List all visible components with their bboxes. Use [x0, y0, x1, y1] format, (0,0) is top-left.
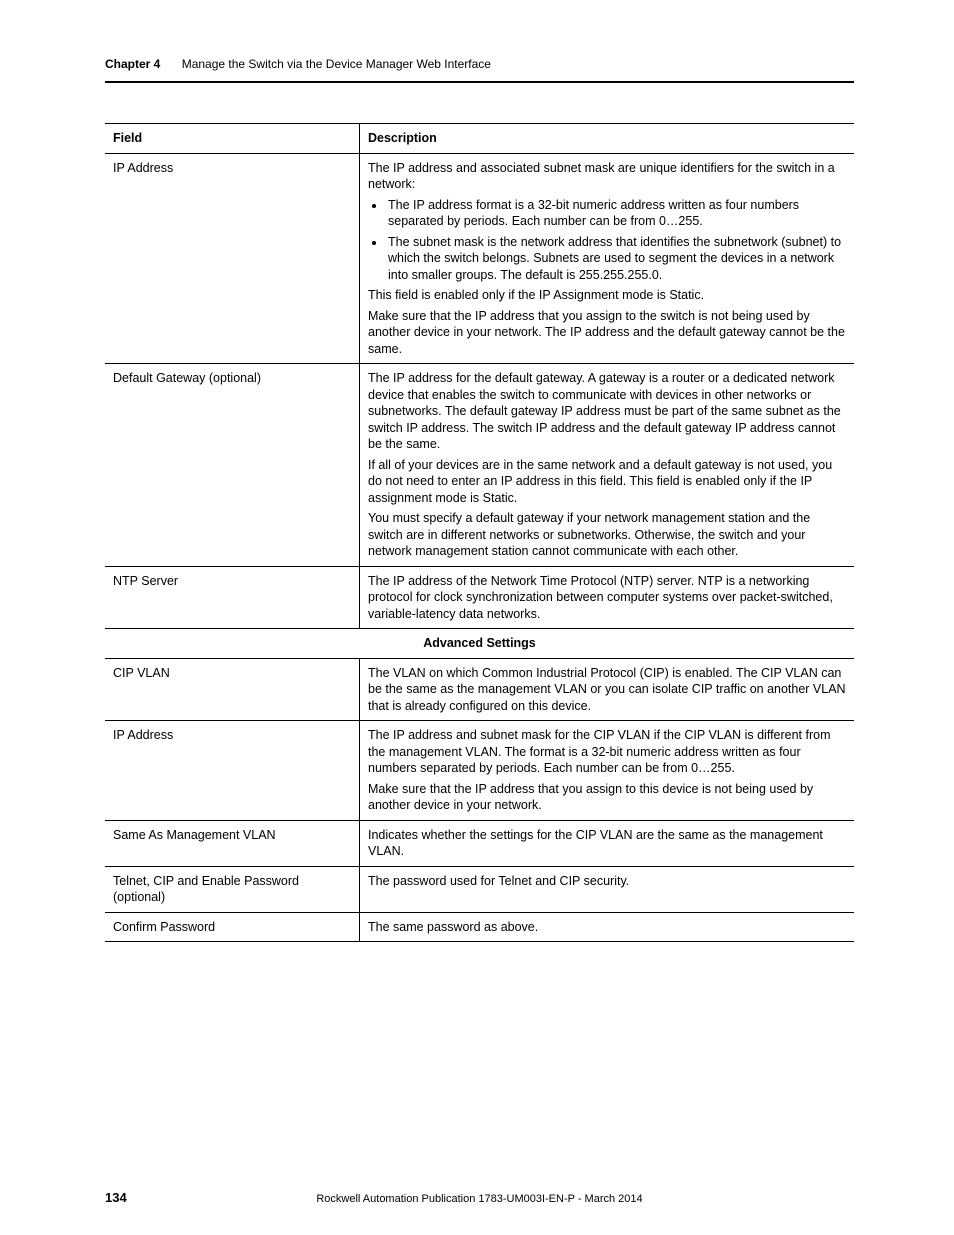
field-cell: IP Address	[105, 721, 360, 821]
chapter-label: Chapter 4	[105, 57, 160, 71]
description-cell: The password used for Telnet and CIP sec…	[360, 866, 855, 912]
desc-text: Make sure that the IP address that you a…	[368, 781, 846, 814]
desc-text: Make sure that the IP address that you a…	[368, 308, 846, 358]
desc-bullet: The IP address format is a 32-bit numeri…	[386, 197, 846, 230]
header-rule	[105, 81, 854, 83]
field-cell: NTP Server	[105, 566, 360, 629]
desc-text: The IP address and subnet mask for the C…	[368, 727, 846, 777]
desc-text: If all of your devices are in the same n…	[368, 457, 846, 507]
desc-text: The IP address and associated subnet mas…	[368, 160, 846, 193]
table-row: IP Address The IP address and associated…	[105, 153, 854, 364]
field-cell: Default Gateway (optional)	[105, 364, 360, 567]
table-row: Confirm Password The same password as ab…	[105, 912, 854, 942]
table-header-row: Field Description	[105, 124, 854, 154]
description-cell: The IP address for the default gateway. …	[360, 364, 855, 567]
desc-text: You must specify a default gateway if yo…	[368, 510, 846, 560]
chapter-title: Manage the Switch via the Device Manager…	[182, 57, 491, 71]
desc-text: The IP address for the default gateway. …	[368, 370, 846, 453]
col-field: Field	[105, 124, 360, 154]
field-cell: Telnet, CIP and Enable Password (optiona…	[105, 866, 360, 912]
publication-line: Rockwell Automation Publication 1783-UM0…	[105, 1193, 854, 1205]
description-cell: The IP address of the Network Time Proto…	[360, 566, 855, 629]
page-container: Chapter 4 Manage the Switch via the Devi…	[0, 0, 954, 1235]
table-row: IP Address The IP address and subnet mas…	[105, 721, 854, 821]
table-row: Telnet, CIP and Enable Password (optiona…	[105, 866, 854, 912]
description-cell: Indicates whether the settings for the C…	[360, 820, 855, 866]
desc-text: The password used for Telnet and CIP sec…	[368, 873, 846, 890]
table-row: Default Gateway (optional) The IP addres…	[105, 364, 854, 567]
description-cell: The VLAN on which Common Industrial Prot…	[360, 658, 855, 721]
table-row: Same As Management VLAN Indicates whethe…	[105, 820, 854, 866]
desc-text: The IP address of the Network Time Proto…	[368, 573, 846, 623]
section-header-row: Advanced Settings	[105, 629, 854, 659]
table-row: NTP Server The IP address of the Network…	[105, 566, 854, 629]
field-cell: Confirm Password	[105, 912, 360, 942]
running-header: Chapter 4 Manage the Switch via the Devi…	[105, 57, 854, 71]
table-row: CIP VLAN The VLAN on which Common Indust…	[105, 658, 854, 721]
desc-text: The same password as above.	[368, 919, 846, 936]
desc-text: Indicates whether the settings for the C…	[368, 827, 846, 860]
fields-table: Field Description IP Address The IP addr…	[105, 123, 854, 942]
description-cell: The IP address and subnet mask for the C…	[360, 721, 855, 821]
field-cell: Same As Management VLAN	[105, 820, 360, 866]
col-description: Description	[360, 124, 855, 154]
desc-bullet: The subnet mask is the network address t…	[386, 234, 846, 284]
field-cell: CIP VLAN	[105, 658, 360, 721]
desc-list: The IP address format is a 32-bit numeri…	[368, 197, 846, 284]
field-cell: IP Address	[105, 153, 360, 364]
description-cell: The same password as above.	[360, 912, 855, 942]
section-header-cell: Advanced Settings	[105, 629, 854, 659]
description-cell: The IP address and associated subnet mas…	[360, 153, 855, 364]
desc-text: This field is enabled only if the IP Ass…	[368, 287, 846, 304]
desc-text: The VLAN on which Common Industrial Prot…	[368, 665, 846, 715]
